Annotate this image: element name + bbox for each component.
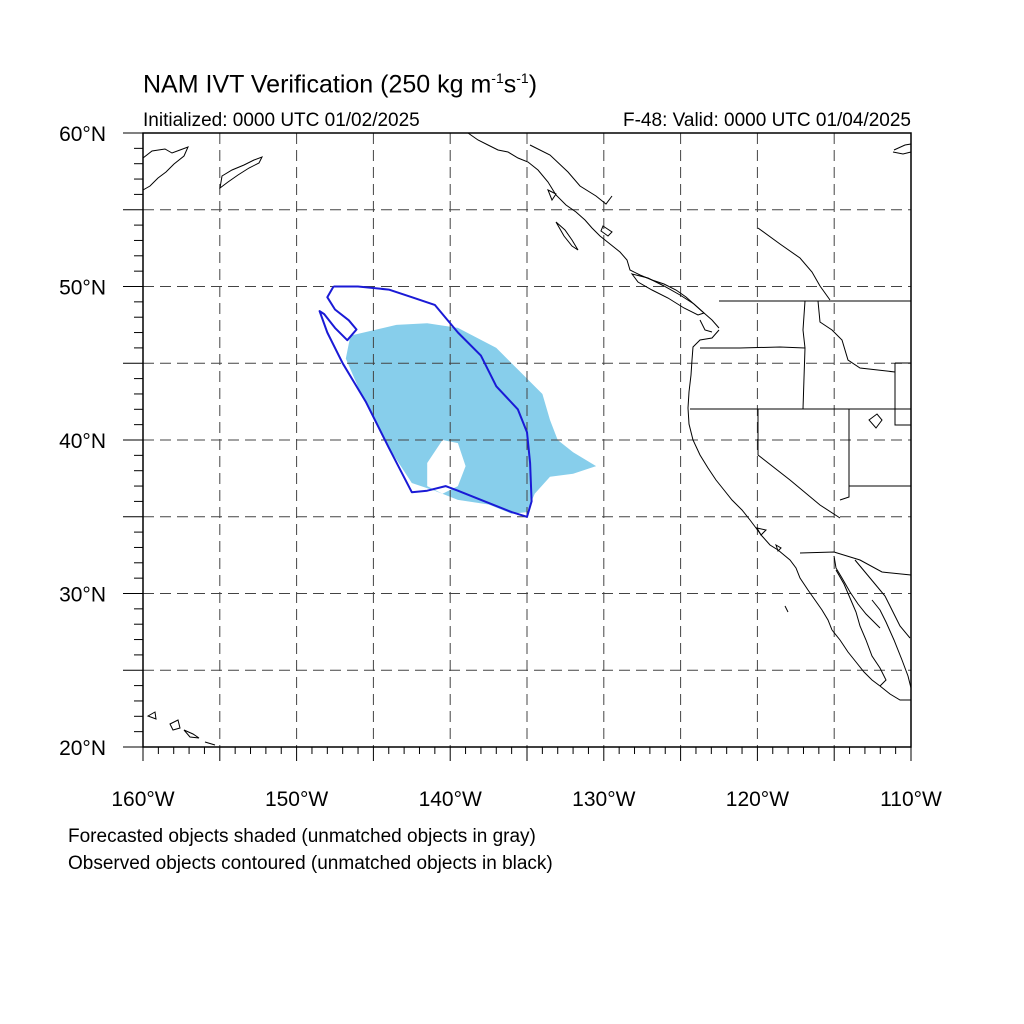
lon-tick-label: 110°W [880, 788, 942, 811]
lat-tick-label: 60°N [59, 123, 106, 146]
lat-tick-label: 30°N [59, 584, 106, 607]
lat-tick-label: 50°N [59, 277, 106, 300]
lat-tick-label: 40°N [59, 430, 106, 453]
observed-object-contour [318, 285, 533, 518]
coastline [817, 300, 896, 373]
lon-tick-label: 160°W [111, 788, 174, 811]
footer-forecast-note: Forecasted objects shaded (unmatched obj… [68, 826, 536, 847]
coastline [183, 729, 200, 739]
coastline [555, 221, 579, 251]
coastline [831, 629, 881, 687]
coastline [142, 146, 189, 191]
coastline [775, 543, 782, 552]
map-title: NAM IVT Verification (250 kg m-1s-1) [143, 70, 538, 99]
coastline [879, 685, 911, 701]
lat-tick-label: 20°N [59, 737, 106, 760]
coastline [892, 143, 912, 155]
coastline [630, 273, 705, 316]
coastline [833, 555, 881, 629]
coastline [894, 362, 911, 426]
coastline [169, 719, 181, 731]
coastline [835, 569, 887, 687]
coastline [757, 227, 831, 301]
forecast-object [345, 323, 597, 514]
coastline [802, 300, 806, 410]
coastline [854, 559, 911, 639]
coastline [784, 605, 789, 613]
coastline [687, 329, 833, 631]
coastline [146, 711, 157, 720]
coastline [839, 409, 850, 501]
coastline [871, 599, 912, 689]
coastline [467, 132, 720, 329]
coastline [547, 188, 557, 202]
lon-tick-label: 120°W [726, 788, 789, 811]
coastline [700, 346, 806, 349]
valid-time: F-48: Valid: 0000 UTC 01/04/2025 [623, 110, 911, 131]
lon-tick-label: 130°W [572, 788, 635, 811]
coastline [219, 156, 264, 190]
lon-tick-label: 140°W [419, 788, 482, 811]
coastline [204, 741, 216, 746]
footer-observed-note: Observed objects contoured (unmatched ob… [68, 853, 553, 874]
coastline [799, 551, 912, 576]
lon-tick-label: 150°W [265, 788, 328, 811]
coastline [529, 144, 613, 205]
coastline [699, 319, 713, 333]
coastline [600, 225, 613, 237]
coastline [868, 413, 883, 429]
initialized-time: Initialized: 0000 UTC 01/02/2025 [143, 110, 420, 131]
coastline [757, 409, 841, 519]
coastline [756, 527, 767, 536]
